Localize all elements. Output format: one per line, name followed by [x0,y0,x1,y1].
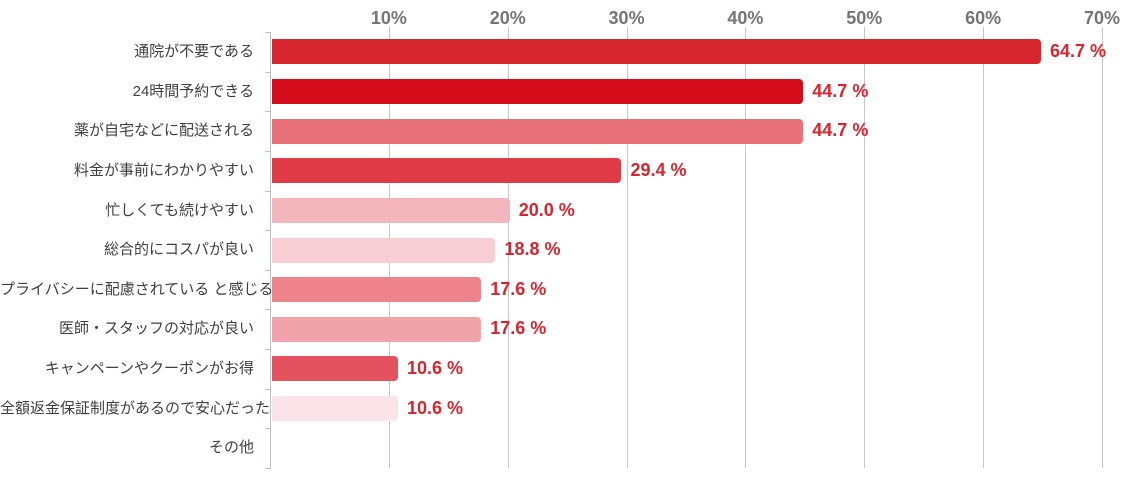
y-axis-tick [265,150,271,152]
y-axis-tick [265,71,271,73]
bar [272,396,398,422]
value-label: 44.7 % [812,120,869,141]
x-axis-tick-label: 20% [489,8,526,28]
value-label: 64.7 % [1050,41,1107,61]
y-axis-tick [265,349,271,351]
category-label: 24時間予約できる [132,82,254,100]
value-label: 18.8 % [504,239,561,260]
bar [272,277,482,303]
y-axis-tick [265,230,271,232]
y-axis-tick [265,309,271,311]
y-axis-tick [265,111,271,113]
category-label: プライバシーに配慮されている と感じる [0,280,274,298]
y-axis-tick [265,32,271,33]
y-axis-tick [265,190,271,192]
bar [272,197,510,223]
x-axis-tick-label: 40% [727,8,764,28]
y-axis-line [270,32,271,468]
value-label: 10.6 % [406,358,464,379]
gridline-70 [1102,27,1103,468]
x-axis-tick-label: 10% [370,8,407,28]
gridline-60 [983,27,985,468]
category-label: 忙しくても続けやすい [105,201,254,219]
x-axis-tick-label: 50% [846,8,883,28]
bar [272,158,622,184]
x-axis-tick-label: 60% [965,8,1002,28]
gridline-20 [507,27,509,468]
x-axis-tick-label: 70% [1083,8,1121,28]
value-label: 17.6 % [490,318,547,339]
value-label: 29.4 % [630,159,687,180]
bar [272,237,496,263]
category-label: 料金が事前にわかりやすい [73,161,254,179]
value-label: 17.6 % [490,278,547,299]
bar [272,316,482,342]
gridline-40 [745,27,747,468]
value-label: 20.0 % [518,199,575,220]
category-label: その他 [208,439,254,457]
category-label: 薬が自宅などに配送される [73,122,254,140]
gridline-50 [864,27,866,468]
category-label: 総合的にコスパが良い [103,241,254,259]
category-label: 全額返金保証制度があるので安心だった [0,399,271,417]
x-axis-tick-label: 30% [608,8,645,28]
value-label: 44.7 % [812,80,869,101]
gridline-30 [626,27,628,468]
category-label: 医師・スタッフの対応が良い [58,320,254,338]
bar [272,118,804,144]
bar [272,356,398,382]
category-label: 通院が不要である [134,43,254,60]
bar [272,78,804,104]
value-label: 10.6 % [406,397,464,418]
y-axis-tick [265,468,271,469]
y-axis-tick [265,428,271,430]
y-axis-tick [265,388,271,390]
bar [272,39,1041,65]
y-axis-tick [265,269,271,271]
category-label: キャンペーンやクーポンがお得 [44,360,254,378]
